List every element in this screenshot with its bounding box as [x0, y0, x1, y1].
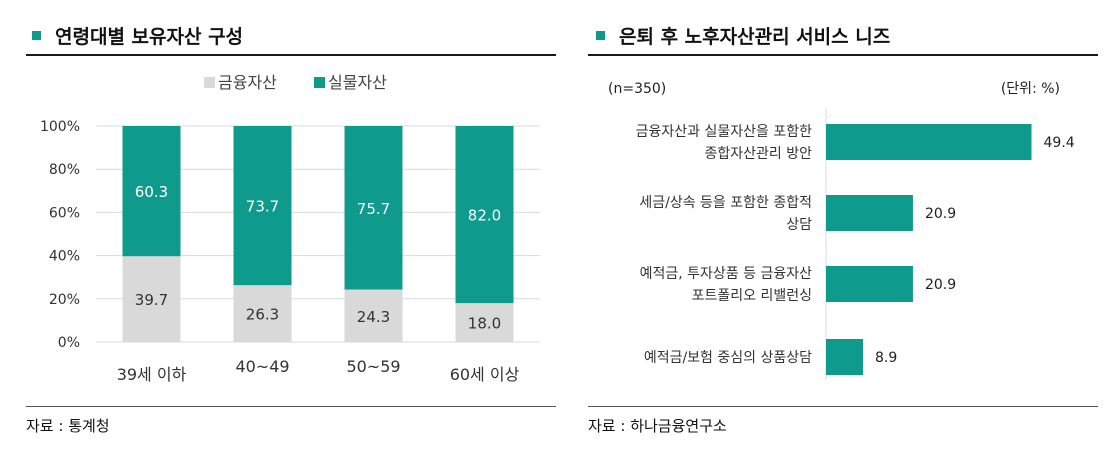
data-label: 73.7: [246, 198, 279, 216]
title-bullet-icon: [32, 31, 41, 40]
bar-segment: [122, 126, 181, 257]
left-source-rule: [26, 406, 556, 407]
x-tick-label: 60세 이상: [450, 365, 520, 384]
bar-segment: [233, 126, 292, 286]
title-bullet-icon: [596, 31, 605, 40]
bar-segment: [344, 126, 403, 290]
left-source: 자료 : 통계청: [26, 417, 110, 435]
category-label: 예적금/보험 중심의 상품상담: [644, 350, 812, 366]
data-label: 26.3: [246, 306, 279, 324]
data-label: 75.7: [357, 200, 390, 218]
y-tick-label: 80%: [49, 162, 80, 178]
data-label: 82.0: [468, 207, 501, 225]
y-tick-label: 100%: [40, 119, 80, 135]
category-label: 금융자산과 실물자산을 포함한: [636, 124, 812, 140]
bar-segment: [455, 303, 514, 342]
category-label: 예적금, 투자상품 등 금융자산: [640, 266, 812, 282]
data-label: 20.9: [925, 206, 956, 222]
bar-segment: [455, 126, 514, 304]
data-label: 8.9: [875, 350, 897, 366]
right-source: 자료 : 하나금융연구소: [588, 417, 727, 435]
data-label: 20.9: [925, 277, 956, 293]
category-label: 종합자산관리 방안: [705, 146, 813, 162]
bar: [826, 195, 913, 231]
x-tick-label: 39세 이하: [117, 365, 187, 384]
y-tick-label: 60%: [49, 205, 80, 221]
bar-segment: [122, 256, 181, 342]
bar: [826, 339, 864, 375]
data-label: 49.4: [1044, 135, 1075, 151]
data-label: 18.0: [468, 315, 501, 333]
legend-swatch-0: [204, 77, 215, 88]
right-panel-title: 은퇴 후 노후자산관리 서비스 니즈: [596, 22, 890, 49]
data-label: 24.3: [357, 308, 390, 326]
left-title-text: 연령대별 보유자산 구성: [55, 26, 244, 48]
sample-size: (n=350): [608, 81, 666, 97]
left-panel-title: 연령대별 보유자산 구성: [32, 22, 243, 49]
x-tick-label: 50~59: [346, 357, 400, 376]
data-label: 39.7: [135, 291, 168, 309]
right-horizontal-bar-chart: (n=350) (단위: %) 49.4 금융자산과 실물자산을 포함한종합자산관리 …: [608, 81, 1075, 380]
legend-label-0: 금융자산: [218, 73, 277, 92]
left-title-rule: [26, 54, 556, 56]
y-tick-label: 40%: [49, 249, 80, 265]
right-source-rule: [588, 406, 1098, 407]
unit-label: (단위: %): [1001, 81, 1060, 97]
bar-segment: [344, 289, 403, 342]
data-label: 60.3: [135, 183, 168, 201]
right-title-text: 은퇴 후 노후자산관리 서비스 니즈: [619, 26, 891, 48]
bar: [826, 266, 913, 302]
bar-segment: [233, 285, 292, 342]
right-title-rule: [588, 54, 1098, 56]
legend-label-1: 실물자산: [328, 73, 387, 92]
y-tick-label: 20%: [49, 292, 80, 308]
y-tick-label: 0%: [58, 335, 80, 351]
category-label: 포트폴리오 리밸런싱: [692, 288, 812, 304]
left-stacked-bar-chart: 0% 20% 40% 60% 80% 100% 금융자산 실물자산 39.7 60.3 39세 이하…: [40, 73, 540, 384]
x-tick-label: 40~49: [235, 357, 289, 376]
bar: [826, 124, 1032, 160]
category-label: 세금/상속 등을 포함한 종합적: [639, 195, 812, 211]
legend-swatch-1: [314, 77, 325, 88]
category-label: 상담: [786, 217, 812, 233]
